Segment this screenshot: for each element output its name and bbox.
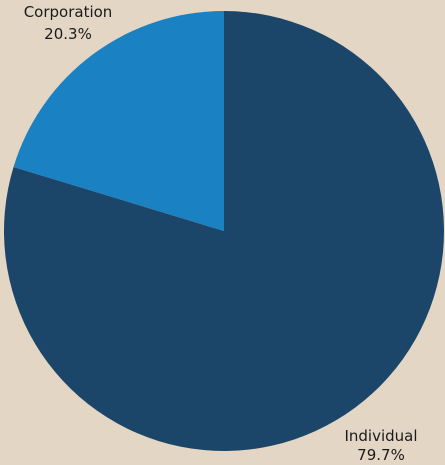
slice-label-individual: Individual [344,427,417,445]
pie-slice-corporation [13,11,225,231]
slice-label-corporation: Corporation [24,3,113,21]
slice-value-label-corporation: 20.3% [44,25,92,43]
pie-slice-individual [3,11,444,452]
slice-value-label-individual: 79.7% [357,446,405,464]
